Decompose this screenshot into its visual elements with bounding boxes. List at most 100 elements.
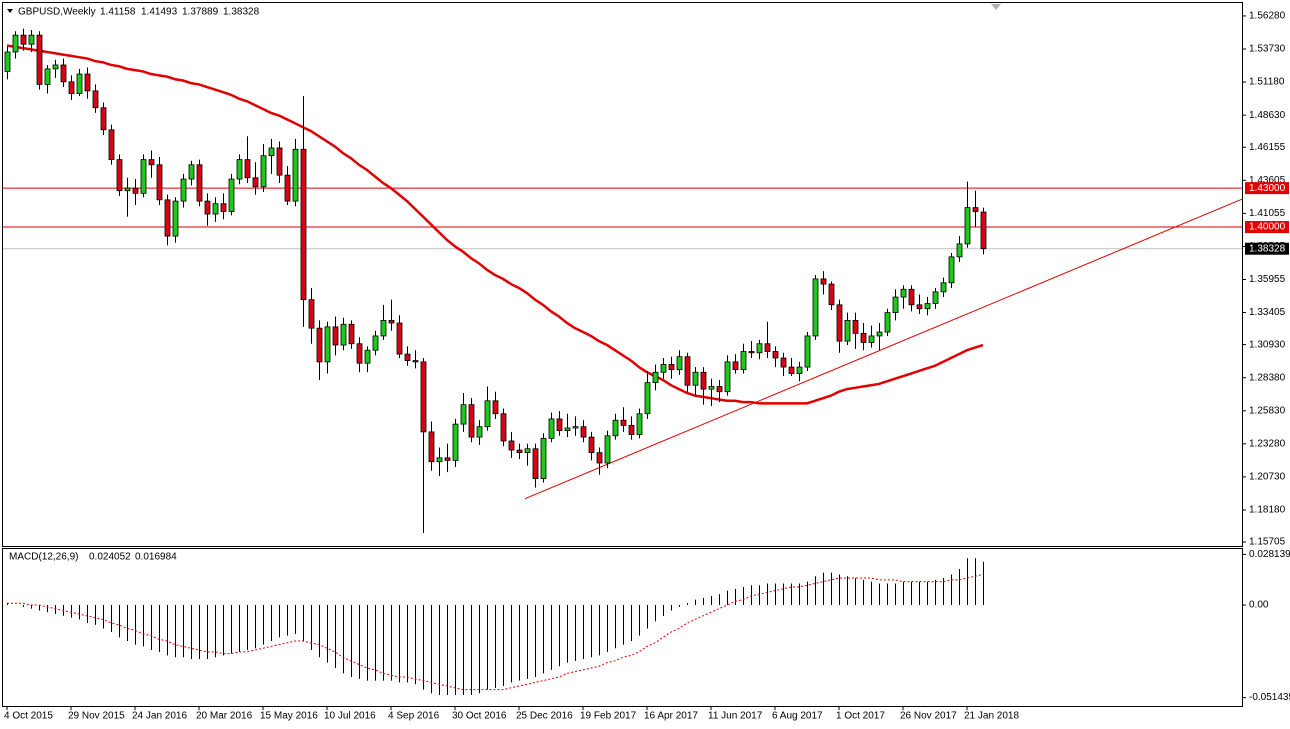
candle-body: [612, 419, 619, 437]
candle-body: [308, 299, 315, 329]
candle-body: [868, 335, 875, 343]
candle-body: [460, 404, 467, 425]
x-tick-label: 26 Nov 2017: [900, 711, 957, 722]
ohlc-value: 1.41493: [141, 7, 178, 18]
moving-average: [6, 44, 984, 405]
candle-body: [44, 68, 51, 85]
y-tick-label: 1.48630: [1249, 110, 1286, 121]
y-tick-label: 1.51180: [1249, 77, 1285, 88]
indicator-value: 0.016984: [135, 552, 177, 563]
candle-body: [556, 418, 563, 432]
candle-body: [604, 435, 611, 464]
candle-body: [172, 200, 179, 237]
candle-body: [444, 457, 451, 461]
ohlc-value: 1.37889: [182, 7, 219, 18]
candle-body: [36, 34, 43, 85]
level-label: 1.43000: [1249, 183, 1286, 194]
candle-body: [548, 418, 555, 439]
candle-body: [292, 148, 299, 202]
candle-body: [260, 155, 267, 188]
candle-body: [244, 159, 251, 179]
candle-body: [356, 343, 363, 364]
candle-body: [284, 174, 291, 202]
candle-body: [180, 178, 187, 202]
candle-body: [652, 371, 659, 384]
candle-body: [748, 351, 755, 354]
candle-body: [188, 164, 195, 180]
candle-body: [196, 164, 203, 202]
candle-body: [348, 323, 355, 345]
candle-body: [324, 326, 331, 363]
candle-body: [236, 159, 243, 180]
symbol-menu-icon[interactable]: [7, 9, 13, 13]
x-tick-label: 20 Mar 2016: [196, 711, 253, 722]
y-tick-label: 1.33405: [1249, 307, 1286, 318]
candle-body: [596, 452, 603, 464]
candle-body: [708, 386, 715, 390]
y-tick-label: 0.00: [1249, 600, 1269, 611]
candle-body: [428, 431, 435, 463]
y-tick-label: 1.43605: [1249, 175, 1286, 186]
candle-body: [852, 319, 859, 334]
indicator-value: 0.024052: [89, 552, 131, 563]
candle-body: [252, 177, 259, 188]
y-tick-label: 1.28380: [1249, 372, 1286, 383]
candle-body: [924, 303, 931, 310]
x-tick-label: 11 Jun 2017: [708, 711, 763, 722]
candle-body: [844, 319, 851, 342]
candle-body: [764, 343, 771, 352]
candle-body: [540, 437, 547, 479]
y-tick-label: 1.30930: [1249, 339, 1286, 350]
candle-body: [820, 278, 827, 285]
candle-body: [636, 413, 643, 435]
candle-body: [836, 304, 843, 342]
candle-body: [204, 200, 211, 215]
candle-body: [100, 107, 107, 131]
candle-body: [92, 90, 99, 109]
candle-body: [796, 366, 803, 374]
level-label-box: [1245, 221, 1289, 234]
candle-body: [116, 159, 123, 192]
candle-body: [524, 448, 531, 454]
candle-body: [948, 256, 955, 284]
candle-body: [140, 159, 147, 194]
candle-body: [420, 361, 427, 433]
x-tick-label: 15 May 2016: [260, 711, 318, 722]
shift-marker: [991, 4, 1001, 10]
candle-body: [468, 404, 475, 438]
x-tick-label: 29 Nov 2015: [68, 711, 125, 722]
bid-label: 1.38328: [1249, 243, 1286, 254]
x-tick-label: 24 Jan 2016: [132, 711, 187, 722]
candle-body: [60, 64, 67, 83]
candle-body: [228, 178, 235, 212]
candle-body: [364, 349, 371, 364]
y-tick-label: 1.41055: [1249, 208, 1286, 219]
candle-body: [932, 291, 939, 304]
candle-body: [532, 448, 539, 479]
x-tick-label: 1 Oct 2017: [836, 711, 885, 722]
trendline: [524, 198, 1243, 500]
candle-body: [76, 73, 83, 94]
candle-body: [724, 361, 731, 393]
candle-body: [580, 426, 587, 438]
candle-body: [572, 426, 579, 429]
candle-body: [84, 73, 91, 92]
candle-body: [492, 400, 499, 415]
candle-body: [404, 353, 411, 361]
candle-body: [316, 327, 323, 363]
candle-body: [884, 312, 891, 333]
candle-body: [396, 322, 403, 355]
candle-body: [668, 364, 675, 371]
candle-body: [628, 425, 635, 435]
candle-body: [772, 351, 779, 359]
level-label-box: [1245, 182, 1289, 195]
level-label: 1.40000: [1249, 222, 1286, 233]
candle-body: [108, 129, 115, 161]
y-tick-label: 1.20730: [1249, 472, 1286, 483]
main-panel-frame: [2, 2, 1243, 547]
y-tick-label: 1.35955: [1249, 274, 1286, 285]
candle-body: [692, 371, 699, 386]
x-tick-label: 30 Oct 2016: [452, 711, 507, 722]
candle-body: [972, 207, 979, 212]
